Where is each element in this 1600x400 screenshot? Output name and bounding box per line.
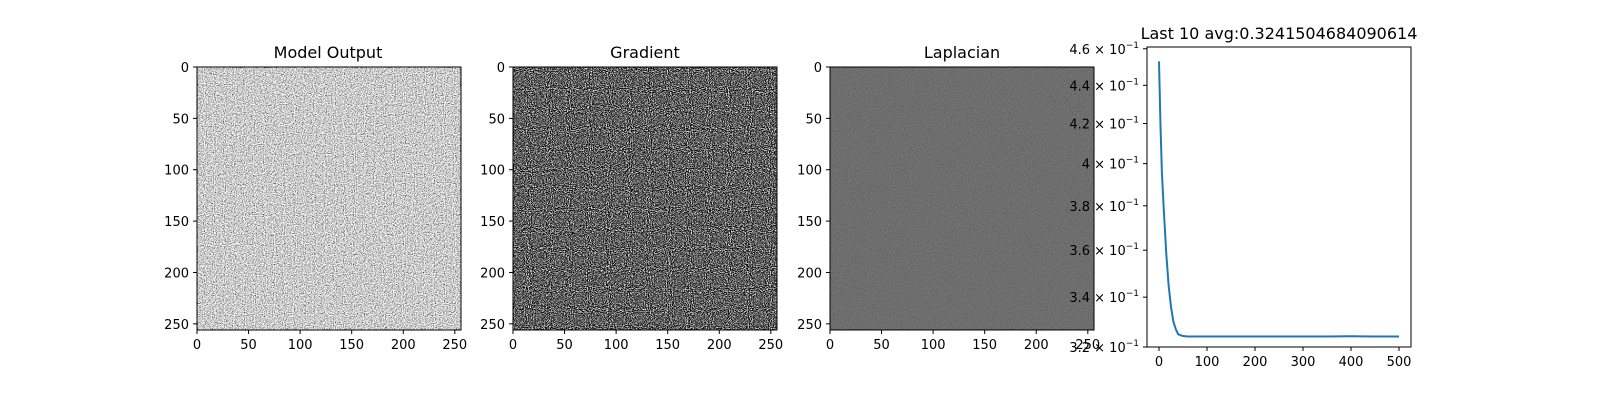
tick-exponent: −1	[1126, 116, 1139, 126]
y-tick-label: 100	[480, 164, 505, 179]
x-tick-label: 400	[1339, 355, 1364, 370]
tick-mantissa: 3.6	[1069, 244, 1090, 259]
y-tick-label: 150	[164, 215, 189, 230]
tick-times: × 10	[1090, 291, 1126, 306]
x-tick-label: 200	[707, 338, 732, 353]
y-tick-label: 200	[164, 266, 189, 281]
x-tick-label: 500	[1387, 355, 1412, 370]
series-line	[1158, 61, 1399, 338]
y-tick-label: 4.6 × 10−1	[1069, 41, 1139, 58]
panel-title: Gradient	[610, 43, 680, 62]
y-tick-label: 0	[814, 61, 822, 76]
tick-mantissa: 4.2	[1069, 118, 1090, 133]
x-tick-label: 50	[240, 338, 257, 353]
tick-mantissa: 3.8	[1069, 200, 1090, 215]
panel-gradient: Gradient 0 50 100 150 200 250 0 50 100 150 200 250	[480, 43, 783, 353]
tick-times: × 10	[1090, 79, 1126, 94]
x-tick-label: 100	[1195, 355, 1220, 370]
x-tick-label: 0	[1155, 355, 1163, 370]
x-tick-label: 250	[442, 338, 467, 353]
x-tick-label: 150	[339, 338, 364, 353]
image-laplacian	[830, 67, 1094, 330]
tick-exponent: −1	[1126, 289, 1139, 299]
panel-loss-curve: Last 10 avg:0.3241504684090614 0 100 200 30…	[1069, 24, 1417, 370]
tick-group: 0 50 100 150 200 250 0 50 100 150 200 250	[164, 61, 467, 353]
y-tick-label: 3.2 × 10−1	[1069, 339, 1139, 356]
panel-title: Last 10 avg:0.3241504684090614	[1141, 24, 1418, 43]
y-tick-label: 50	[488, 112, 505, 127]
x-tick-label: 200	[1243, 355, 1268, 370]
tick-exponent: −1	[1126, 339, 1139, 349]
x-tick-label: 0	[193, 338, 201, 353]
image-model-output	[197, 67, 461, 330]
x-tick-label: 250	[1075, 338, 1100, 353]
y-tick-label: 4.4 × 10−1	[1069, 77, 1139, 94]
tick-times: × 10	[1090, 158, 1126, 173]
y-tick-label: 4.2 × 10−1	[1069, 116, 1139, 133]
tick-times: × 10	[1090, 118, 1126, 133]
x-tick-label: 100	[288, 338, 313, 353]
panel-model-output: Model Output 0 50 100 150 200 250 0 50 100 150 200…	[164, 43, 467, 353]
panel-title: Model Output	[274, 43, 383, 62]
tick-mantissa: 4.4	[1069, 79, 1090, 94]
x-tick-label: 250	[758, 338, 783, 353]
tick-times: × 10	[1090, 200, 1126, 215]
x-tick-label: 200	[1024, 338, 1049, 353]
panel-laplacian: Laplacian 0 50 100 150 200 250 0 50 100 150 200 250	[797, 43, 1100, 353]
x-tick-label: 100	[921, 338, 946, 353]
tick-group: 0 50 100 150 200 250 0 50 100 150 200 250	[797, 61, 1100, 353]
tick-exponent: −1	[1126, 198, 1139, 208]
y-tick-label: 3.8 × 10−1	[1069, 198, 1139, 215]
y-tick-label: 150	[797, 215, 822, 230]
tick-exponent: −1	[1126, 77, 1139, 87]
y-tick-label: 100	[797, 164, 822, 179]
y-tick-label: 250	[480, 318, 505, 333]
y-tick-label: 200	[480, 266, 505, 281]
y-tick-label: 50	[172, 112, 189, 127]
panel-title: Laplacian	[924, 43, 1000, 62]
tick-group: 0 50 100 150 200 250 0 50 100 150 200 250	[480, 61, 783, 353]
y-tick-label: 50	[805, 112, 822, 127]
x-tick-label: 50	[873, 338, 890, 353]
tick-times: × 10	[1090, 244, 1126, 259]
tick-mantissa: 3.4	[1069, 291, 1090, 306]
tick-mantissa: 4	[1082, 158, 1090, 173]
axes-frame	[196, 66, 462, 331]
y-tick-label: 3.6 × 10−1	[1069, 242, 1139, 259]
y-tick-label: 0	[497, 61, 505, 76]
axes-frame	[1146, 46, 1412, 348]
axes-frame	[512, 66, 778, 331]
x-tick-label: 100	[604, 338, 629, 353]
x-tick-label: 300	[1291, 355, 1316, 370]
image-gradient	[513, 67, 777, 330]
tick-times: × 10	[1090, 341, 1126, 356]
y-tick-label: 150	[480, 215, 505, 230]
y-tick-label: 3.4 × 10−1	[1069, 289, 1139, 306]
y-tick-label: 200	[797, 266, 822, 281]
y-tick-label: 250	[164, 318, 189, 333]
tick-mantissa: 3.2	[1069, 341, 1090, 356]
x-tick-label: 150	[655, 338, 680, 353]
x-tick-label: 200	[391, 338, 416, 353]
x-tick-label: 0	[826, 338, 834, 353]
tick-exponent: −1	[1126, 156, 1139, 166]
x-tick-label: 50	[556, 338, 573, 353]
y-tick-label: 0	[181, 61, 189, 76]
tick-exponent: −1	[1126, 242, 1139, 252]
x-tick-label: 150	[972, 338, 997, 353]
axes-frame	[829, 66, 1095, 331]
y-tick-label: 250	[797, 318, 822, 333]
tick-mantissa: 4.6	[1069, 43, 1090, 58]
tick-exponent: −1	[1126, 41, 1139, 51]
y-tick-label: 100	[164, 164, 189, 179]
y-tick-label: 4 × 10−1	[1082, 156, 1139, 173]
tick-times: × 10	[1090, 43, 1126, 58]
x-tick-label: 0	[509, 338, 517, 353]
